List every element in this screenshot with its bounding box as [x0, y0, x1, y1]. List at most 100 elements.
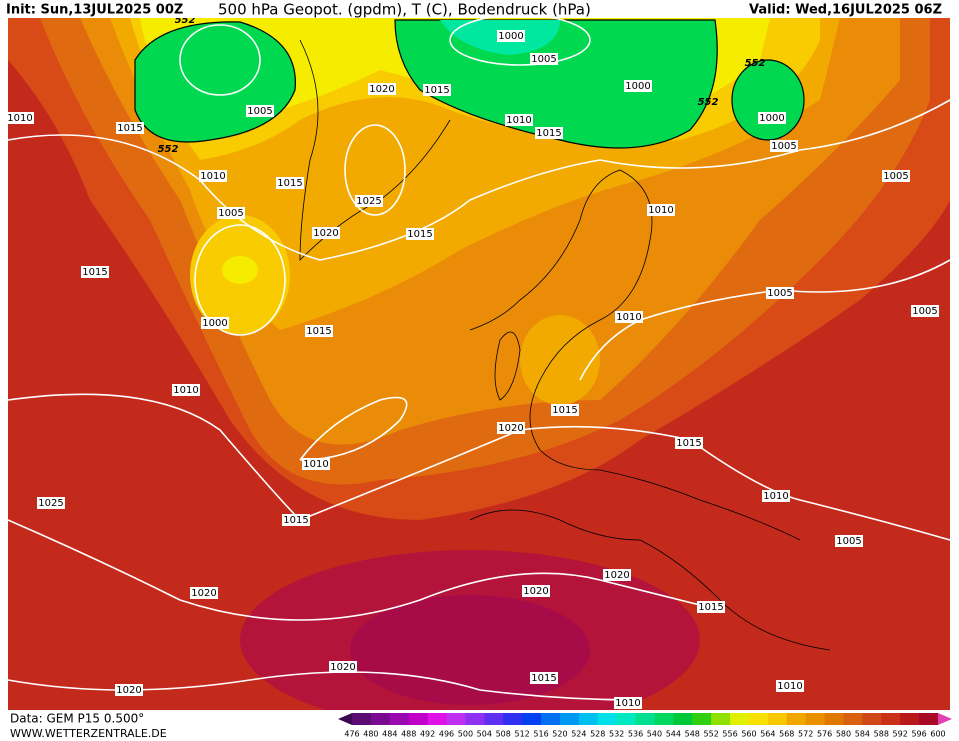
isobar: [299, 396, 408, 461]
init-time: Init: Sun,13JUL2025 00Z: [6, 3, 183, 18]
isobar-label-box: [770, 140, 798, 152]
isobar-label: 1025: [356, 196, 381, 207]
isobar-label-box: [835, 535, 863, 547]
isobar-label: 1010: [7, 113, 32, 124]
isobar-label: 1010: [506, 115, 531, 126]
legend-cell: [786, 713, 807, 725]
legend-cell: [711, 713, 731, 725]
isobar-label-box: [911, 305, 939, 317]
legend-label: 572: [798, 730, 813, 739]
isobar-label-box: [37, 497, 65, 509]
legend-arrow-left: [338, 713, 352, 725]
isobar-label: 1015: [117, 123, 142, 134]
map-title: 500 hPa Geopot. (gpdm), T (C), Bodendruc…: [218, 1, 591, 19]
legend-cell: [692, 713, 712, 725]
legend-cell: [824, 713, 844, 725]
isobar-label: 1005: [531, 54, 556, 65]
isobar-label-box: [199, 170, 227, 182]
isobar-label: 1020: [523, 586, 548, 597]
isobar-label-box: [6, 112, 34, 124]
isobar-label-box: [368, 83, 396, 95]
isobar-label-box: [551, 404, 579, 416]
field-crimson-core: [350, 595, 590, 705]
legend-label: 568: [779, 730, 794, 739]
field-green-north: [394, 19, 718, 149]
isobar-label: 1010: [648, 205, 673, 216]
isobar-label: 552: [158, 144, 179, 155]
isobar-label: 1005: [883, 171, 908, 182]
isobar-label-box: [172, 384, 200, 396]
legend-label: 584: [855, 730, 870, 739]
legend-cell: [522, 713, 542, 725]
temperature-field: [8, 18, 950, 730]
isobar-label: 1005: [218, 208, 243, 219]
isobar-label: 1015: [424, 85, 449, 96]
isobar-label: 1015: [283, 515, 308, 526]
legend-cell: [389, 713, 410, 725]
isobar-label: 1005: [912, 306, 937, 317]
isobar-label: 1000: [202, 318, 227, 329]
isobar-label-box: [766, 287, 794, 299]
legend-cell: [427, 713, 448, 725]
isobar-label: 1015: [82, 267, 107, 278]
legend-label: 504: [477, 730, 492, 739]
legend-cell: [352, 713, 372, 725]
isobar-label-box: [535, 127, 563, 139]
legend-label: 492: [420, 730, 435, 739]
isobar-label-box: [522, 585, 550, 597]
isobar-label-box: [276, 177, 304, 189]
isobar-label-box: [776, 680, 804, 692]
legend-label: 548: [685, 730, 700, 739]
legend-label: 600: [930, 730, 945, 739]
isobar-label: 1020: [191, 588, 216, 599]
legend-label: 552: [704, 730, 719, 739]
isobar-label-box: [423, 84, 451, 96]
isobar-label: 1020: [313, 228, 338, 239]
isobar-label: 1000: [759, 113, 784, 124]
legend-cell: [484, 713, 504, 725]
data-source: Data: GEM P15 0.500°: [10, 712, 144, 726]
isobar-label: 1020: [369, 84, 394, 95]
isobar-label-box: [406, 228, 434, 240]
site-name: WWW.WETTERZENTRALE.DE: [10, 727, 167, 740]
header-bar: [0, 0, 959, 18]
legend-cell: [805, 713, 826, 725]
legend-arrow-right: [938, 713, 952, 725]
coastline-mediterranean: [469, 509, 831, 651]
isobar-label-box: [758, 112, 786, 124]
isobar-label-box: [312, 227, 340, 239]
isobar-label: 552: [698, 97, 719, 108]
isobar-label: 1015: [536, 128, 561, 139]
isobar-label-box: [624, 80, 652, 92]
legend-cell: [767, 713, 788, 725]
isobar-label: 1010: [777, 681, 802, 692]
isobar: [579, 259, 951, 381]
isobar-label-box: [329, 661, 357, 673]
legend-label: 500: [458, 730, 473, 739]
isobar-label: 1010: [173, 385, 198, 396]
isobar-label-box: [302, 458, 330, 470]
legend-cell: [635, 713, 655, 725]
legend-label: 576: [817, 730, 832, 739]
legend-cell: [730, 713, 750, 725]
legend-cell: [597, 713, 618, 725]
coastlines: [299, 39, 831, 651]
legend-cell: [446, 713, 466, 725]
legend-label: 528: [590, 730, 605, 739]
legend-label: 516: [533, 730, 548, 739]
isobar-label: 1000: [625, 81, 650, 92]
isobar-label: 1015: [552, 405, 577, 416]
isobar-label: 552: [745, 58, 766, 69]
isobar: [194, 224, 286, 336]
legend-label: 508: [496, 730, 511, 739]
legend-label: 532: [609, 730, 624, 739]
legend-cell: [881, 713, 901, 725]
legend-cell: [616, 713, 637, 725]
isobar-label: 1015: [407, 229, 432, 240]
isobar-label-box: [603, 569, 631, 581]
isobar-labels: 552 1000 1005 1000 552 1000 552 1010 1015 552 1005…: [6, 15, 939, 709]
isobar-label-box: [505, 114, 533, 126]
isobar-label-box: [762, 490, 790, 502]
isobars: [7, 14, 951, 701]
